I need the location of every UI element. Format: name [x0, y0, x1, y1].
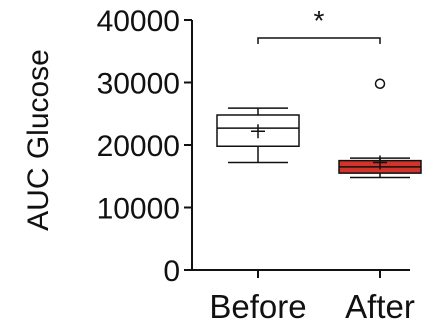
y-axis-title: AUC Glucose	[22, 49, 55, 231]
category-labels: Before After	[209, 270, 415, 325]
significance-bracket: *	[257, 5, 381, 44]
outlier-point	[374, 78, 386, 89]
y-tick-label: 10000	[97, 193, 180, 226]
significance-label: *	[314, 5, 325, 36]
y-tick-label: 40000	[97, 5, 180, 38]
y-tick-label: 0	[163, 255, 180, 288]
y-axis-ticks: 0 10000 20000 30000 40000	[97, 5, 192, 288]
box-before	[216, 107, 300, 164]
y-tick-label: 20000	[97, 130, 180, 163]
bracket-line	[257, 37, 381, 44]
y-tick-label: 30000	[97, 68, 180, 101]
x-tick-label: Before	[209, 288, 306, 325]
boxes	[216, 78, 422, 179]
x-tick-label: After	[345, 288, 415, 325]
box-after	[338, 78, 422, 179]
